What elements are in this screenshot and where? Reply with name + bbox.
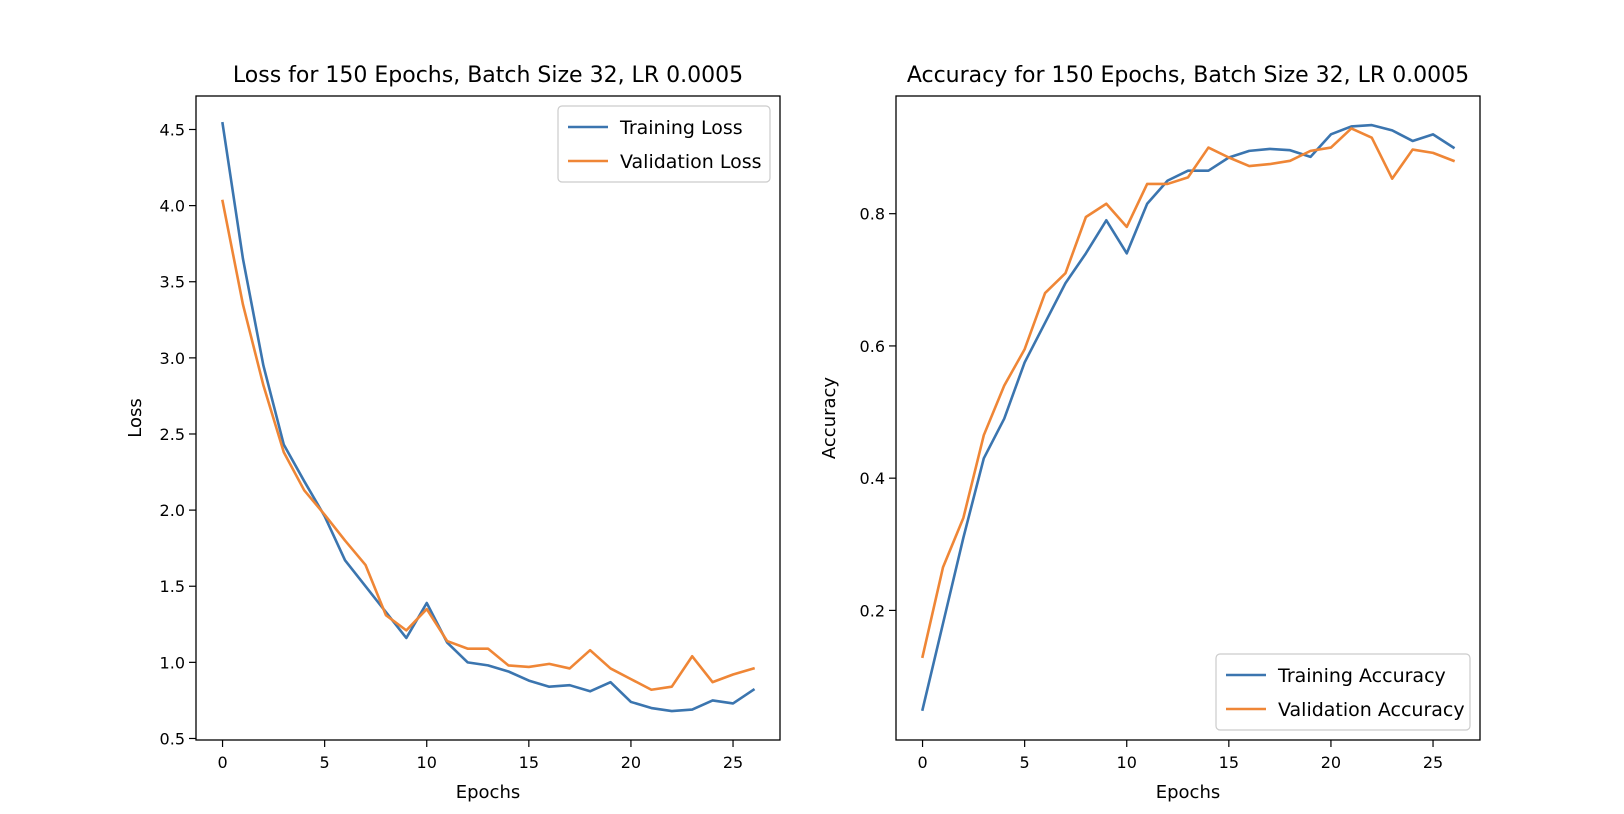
loss-chart-y-tick-label: 0.5 — [160, 729, 185, 748]
loss-chart-x-ticks: 0 5 10 15 20 25 — [217, 740, 743, 772]
loss-chart-y-tick-label: 2.5 — [160, 425, 185, 444]
accuracy-chart-y-axis-label: Accuracy — [819, 377, 840, 460]
accuracy-chart-x-axis-label: Epochs — [1156, 782, 1221, 803]
loss-chart-y-tick-label: 1.0 — [160, 653, 185, 672]
loss-chart-x-tick-label: 10 — [417, 753, 437, 772]
accuracy-chart-title: Accuracy for 150 Epochs, Batch Size 32, … — [907, 63, 1469, 88]
accuracy-chart: Accuracy for 150 Epochs, Batch Size 32, … — [819, 63, 1481, 803]
legend-label-validation-loss: Validation Loss — [620, 151, 762, 173]
accuracy-chart-x-tick-label: 25 — [1423, 753, 1443, 772]
legend-label-training-loss: Training Loss — [619, 117, 743, 139]
loss-chart-x-axis-label: Epochs — [456, 782, 521, 803]
loss-chart-y-tick-label: 1.5 — [160, 577, 185, 596]
loss-chart-series — [221, 121, 756, 713]
accuracy-chart-x-tick-label: 20 — [1321, 753, 1341, 772]
series-line-validation-loss — [221, 199, 756, 692]
series-line-training-loss — [221, 121, 756, 713]
accuracy-chart-plot-frame — [895, 95, 1481, 741]
legend-label-validation-accuracy: Validation Accuracy — [1278, 699, 1465, 721]
accuracy-chart-y-tick-label: 0.2 — [860, 601, 885, 620]
loss-chart-x-tick-label: 0 — [217, 753, 227, 772]
loss-chart-x-tick-label: 15 — [519, 753, 539, 772]
series-line-validation-accuracy — [920, 127, 1456, 659]
loss-chart-y-ticks: 0.5 1.0 1.5 2.0 2.5 3.0 3.5 4.0 4.5 — [160, 120, 196, 748]
loss-chart-title: Loss for 150 Epochs, Batch Size 32, LR 0… — [233, 63, 743, 88]
loss-chart-y-tick-label: 4.0 — [160, 197, 185, 216]
loss-chart-y-tick-label: 3.5 — [160, 273, 185, 292]
loss-chart-y-tick-label: 2.0 — [160, 501, 185, 520]
loss-chart-x-tick-label: 5 — [320, 753, 330, 772]
accuracy-chart-y-tick-label: 0.8 — [860, 205, 885, 224]
accuracy-chart-y-ticks: 0.2 0.4 0.6 0.8 — [860, 205, 896, 620]
accuracy-chart-y-tick-label: 0.4 — [860, 469, 885, 488]
accuracy-chart-x-tick-label: 10 — [1117, 753, 1137, 772]
accuracy-chart-series — [920, 123, 1456, 712]
loss-chart-legend: Training Loss Validation Loss — [557, 105, 771, 183]
accuracy-chart-legend-box — [1215, 653, 1471, 731]
loss-chart-plot-frame — [195, 95, 781, 741]
loss-chart-x-tick-label: 25 — [723, 753, 743, 772]
legend-label-training-accuracy: Training Accuracy — [1277, 665, 1446, 687]
accuracy-chart-x-tick-label: 5 — [1020, 753, 1030, 772]
accuracy-chart-x-tick-label: 0 — [917, 753, 927, 772]
loss-chart-x-tick-label: 20 — [621, 753, 641, 772]
accuracy-chart-y-tick-label: 0.6 — [860, 337, 885, 356]
loss-chart-y-tick-label: 4.5 — [160, 120, 185, 139]
loss-chart-y-tick-label: 3.0 — [160, 349, 185, 368]
loss-chart-legend-box — [557, 105, 771, 183]
accuracy-chart-x-tick-label: 15 — [1219, 753, 1239, 772]
loss-chart-y-axis-label: Loss — [125, 398, 146, 437]
loss-chart: Loss for 150 Epochs, Batch Size 32, LR 0… — [125, 63, 781, 803]
accuracy-chart-legend: Training Accuracy Validation Accuracy — [1215, 653, 1471, 731]
accuracy-chart-x-ticks: 0 5 10 15 20 25 — [917, 740, 1443, 772]
series-line-training-accuracy — [920, 123, 1456, 712]
